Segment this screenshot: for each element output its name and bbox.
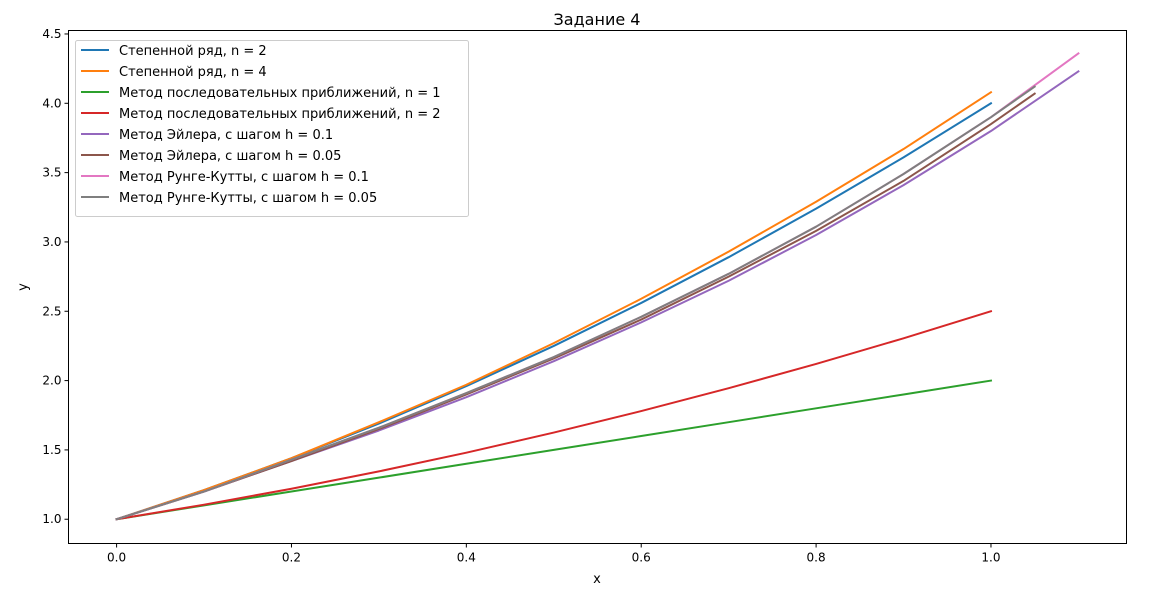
legend-box <box>75 40 469 217</box>
y-tick-label: 4.5 <box>42 27 61 41</box>
series-line-3 <box>115 379 993 521</box>
legend-label-6: Метод Эйлера, с шагом h = 0.05 <box>119 149 341 164</box>
y-tick-label: 2.5 <box>42 304 61 318</box>
x-tick-label: 1.0 <box>981 551 1000 565</box>
y-axis-label: y <box>16 283 31 291</box>
legend: Степенной ряд, n = 2 Степенной ряд, n = 4… <box>75 40 469 217</box>
legend-label-2: Степенной ряд, n = 4 <box>119 65 267 80</box>
y-tick-label: 2.0 <box>42 374 61 388</box>
plot-lines <box>115 51 1080 521</box>
y-tick-label: 3.0 <box>42 235 61 249</box>
y-tick-label: 1.0 <box>42 512 61 526</box>
x-tick-label: 0.0 <box>107 551 126 565</box>
legend-label-7: Метод Рунге-Кутты, с шагом h = 0.1 <box>119 170 369 185</box>
legend-label-5: Метод Эйлера, с шагом h = 0.1 <box>119 128 333 143</box>
chart-title: Задание 4 <box>554 10 641 29</box>
x-axis-label: x <box>593 572 601 587</box>
y-axis: 1.0 1.5 2.0 2.5 3.0 3.5 4.0 4.5 <box>42 27 69 526</box>
series-line-8 <box>115 85 1037 521</box>
series-line-4 <box>115 310 993 521</box>
y-tick-label: 1.5 <box>42 443 61 457</box>
plot-frame <box>68 30 1127 544</box>
x-tick-label: 0.4 <box>457 551 476 565</box>
legend-label-8: Метод Рунге-Кутты, с шагом h = 0.05 <box>119 191 377 206</box>
legend-label-4: Метод последовательных приближений, n = … <box>119 107 440 122</box>
series-line-6 <box>115 92 1037 521</box>
legend-label-3: Метод последовательных приближений, n = … <box>119 86 440 101</box>
y-tick-label: 3.5 <box>42 166 61 180</box>
legend-label-1: Степенной ряд, n = 2 <box>119 44 267 59</box>
x-tick-label: 0.8 <box>807 551 826 565</box>
x-tick-label: 0.6 <box>632 551 651 565</box>
x-tick-label: 0.2 <box>282 551 301 565</box>
series-line-2 <box>115 90 993 521</box>
x-axis: 0.0 0.2 0.4 0.6 0.8 1.0 <box>107 543 1001 565</box>
y-tick-label: 4.0 <box>42 96 61 110</box>
